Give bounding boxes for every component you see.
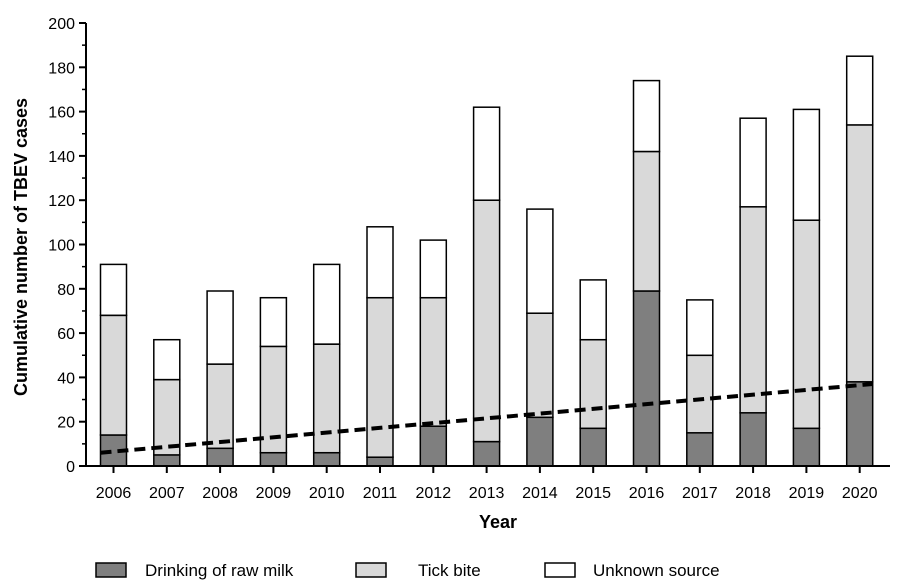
bar-2012-series-1 bbox=[419, 296, 448, 427]
bar-2008-series-0 bbox=[206, 447, 234, 467]
y-tick-label: 40 bbox=[57, 370, 75, 387]
x-tick-label-2017: 2017 bbox=[682, 485, 718, 502]
x-tick-label-2012: 2012 bbox=[416, 485, 452, 502]
bar-2010-series-1 bbox=[312, 343, 341, 454]
bar-2009-series-2 bbox=[259, 296, 288, 348]
bar-2018-series-0 bbox=[739, 412, 767, 467]
y-tick-label: 0 bbox=[66, 459, 75, 476]
x-tick-label-2006: 2006 bbox=[96, 485, 132, 502]
bar-2019-series-0 bbox=[792, 427, 821, 467]
bar-2013-series-1 bbox=[472, 199, 501, 443]
x-tick-label-2016: 2016 bbox=[629, 485, 665, 502]
bar-2011-series-2 bbox=[366, 226, 394, 299]
y-tick-label: 160 bbox=[48, 105, 75, 122]
x-tick-label-2020: 2020 bbox=[842, 485, 878, 502]
bar-2015-series-2 bbox=[579, 279, 607, 341]
legend-label-unknown: Unknown source bbox=[593, 561, 720, 580]
legend: Drinking of raw milk Tick bite Unknown s… bbox=[95, 561, 720, 580]
bar-2008-series-1 bbox=[206, 363, 234, 450]
bar-2018-series-2 bbox=[739, 117, 767, 208]
bar-2016-series-0 bbox=[632, 290, 661, 467]
bar-2006-series-2 bbox=[99, 263, 128, 317]
bar-2016-series-2 bbox=[632, 79, 661, 153]
bar-2016-series-1 bbox=[632, 150, 661, 292]
y-tick-label: 120 bbox=[48, 193, 75, 210]
y-tick-label: 180 bbox=[48, 60, 75, 77]
legend-swatch-unknown bbox=[544, 562, 576, 578]
x-tick-label-2018: 2018 bbox=[735, 485, 771, 502]
bar-2015-series-1 bbox=[579, 338, 607, 430]
bar-2009-series-1 bbox=[259, 345, 288, 454]
trendline-layer bbox=[100, 382, 873, 455]
x-tick-label-2010: 2010 bbox=[309, 485, 345, 502]
y-axis-title: Cumulative number of TBEV cases bbox=[11, 98, 31, 396]
bar-2012-series-0 bbox=[419, 425, 448, 467]
legend-swatch-raw-milk bbox=[95, 562, 127, 578]
x-tick-label-2007: 2007 bbox=[149, 485, 185, 502]
x-tick-label-2014: 2014 bbox=[522, 485, 558, 502]
bar-2014-series-2 bbox=[526, 208, 554, 314]
bar-2011-series-1 bbox=[366, 296, 394, 458]
x-axis-title: Year bbox=[479, 512, 517, 532]
bar-2017-series-0 bbox=[686, 432, 714, 467]
bars-layer bbox=[99, 55, 874, 467]
bar-2017-series-1 bbox=[686, 354, 714, 434]
legend-swatch-tick-bite bbox=[355, 562, 387, 578]
bar-2019-series-1 bbox=[792, 219, 821, 430]
y-tick-labels: 0 20 40 60 80 100 120 140 160 180 200 bbox=[48, 16, 75, 476]
bar-2020-series-0 bbox=[845, 381, 874, 467]
x-tick-label-2019: 2019 bbox=[789, 485, 825, 502]
bar-2006-series-1 bbox=[99, 314, 128, 436]
y-tick-label: 80 bbox=[57, 282, 75, 299]
x-tick-label-2013: 2013 bbox=[469, 485, 505, 502]
bar-2015-series-0 bbox=[579, 427, 607, 467]
bar-2008-series-2 bbox=[206, 290, 234, 365]
bar-2007-series-0 bbox=[153, 454, 181, 467]
x-tick-label-2011: 2011 bbox=[363, 485, 398, 502]
bar-2019-series-2 bbox=[792, 108, 821, 221]
bar-2014-series-0 bbox=[526, 416, 554, 467]
bar-2010-series-2 bbox=[312, 263, 341, 345]
trendline-raw-milk bbox=[100, 382, 873, 455]
y-tick-label: 200 bbox=[48, 16, 75, 33]
bar-2007-series-1 bbox=[153, 378, 181, 456]
y-tick-label: 100 bbox=[48, 238, 75, 255]
bar-2010-series-0 bbox=[312, 451, 341, 467]
legend-label-tick-bite: Tick bite bbox=[418, 561, 481, 580]
bar-2013-series-2 bbox=[472, 106, 501, 201]
y-tick-label: 20 bbox=[57, 415, 75, 432]
x-tick-label-2008: 2008 bbox=[202, 485, 238, 502]
x-tick-label-2015: 2015 bbox=[575, 485, 611, 502]
y-tick-label: 60 bbox=[57, 326, 75, 343]
y-tick-label: 140 bbox=[48, 149, 75, 166]
legend-label-raw-milk: Drinking of raw milk bbox=[145, 561, 294, 580]
bar-2018-series-1 bbox=[739, 206, 767, 414]
bar-2020-series-2 bbox=[845, 55, 874, 126]
bar-2017-series-2 bbox=[686, 299, 714, 357]
bar-2014-series-1 bbox=[526, 312, 554, 419]
x-tick-labels: 2006 2007 2008 2009 2010 2011 2012 2013 2014 2015… bbox=[96, 485, 878, 502]
bar-2020-series-1 bbox=[845, 124, 874, 383]
bar-2012-series-2 bbox=[419, 239, 448, 299]
bar-2007-series-2 bbox=[153, 338, 181, 381]
bar-2011-series-0 bbox=[366, 456, 394, 467]
x-tick-label-2009: 2009 bbox=[256, 485, 292, 502]
bar-2009-series-0 bbox=[259, 451, 288, 467]
bar-2013-series-0 bbox=[472, 440, 501, 467]
axes-layer bbox=[79, 22, 890, 473]
